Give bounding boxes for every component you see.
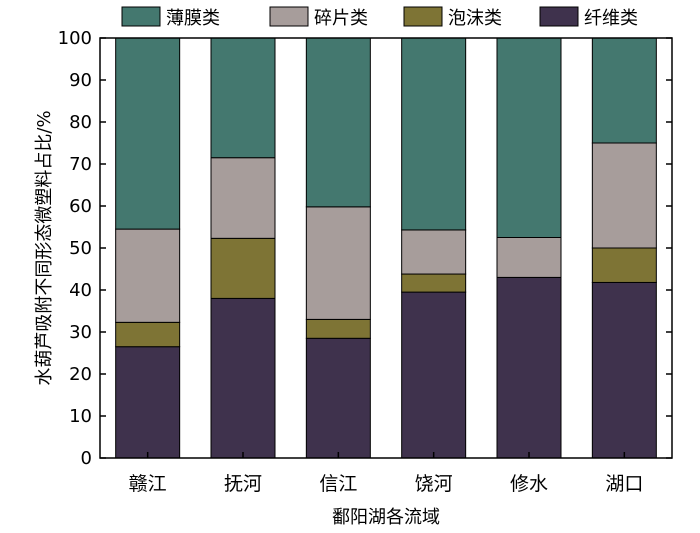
bar-1-series-1 [115, 346, 181, 459]
bars [115, 37, 657, 459]
x-tick-label: 赣江 [129, 473, 167, 495]
y-axis-title: 水葫芦吸附不同形态微塑料占比/% [34, 110, 55, 385]
bar-2-series-1 [210, 297, 276, 459]
x-tick-label: 湖口 [605, 473, 643, 495]
x-tick-label: 信江 [319, 473, 357, 495]
y-tick-label: 60 [69, 196, 92, 217]
bar-5-series-1 [496, 276, 562, 459]
plot-frame [99, 37, 673, 459]
y-tick-label: 80 [69, 112, 92, 133]
y-tick-label: 50 [69, 238, 92, 259]
bar-1-series-2 [115, 321, 181, 348]
x-tick-label: 饶河 [415, 473, 453, 495]
x-axis-title: 鄱阳湖各流域 [332, 507, 440, 528]
legend-label: 碎片类 [314, 8, 368, 29]
bar-6-series-1 [591, 281, 657, 459]
legend-swatch [269, 6, 309, 27]
bar-5-series-4 [496, 37, 562, 238]
bar-1-series-4 [115, 37, 181, 230]
legend-swatch [403, 6, 443, 27]
y-tick-label: 0 [81, 448, 92, 469]
bar-2-series-2 [210, 237, 276, 299]
bar-3-series-1 [305, 337, 371, 459]
x-axis: 赣江 抚河 信江 饶河 修水 湖口 [129, 452, 643, 495]
bar-3-series-2 [305, 318, 371, 339]
bar-2-series-4 [210, 37, 276, 159]
y-tick-label: 70 [69, 154, 92, 175]
y-tick-label: 90 [69, 70, 92, 91]
legend: 薄膜类 碎片类 泡沫类 纤维类 [121, 6, 638, 29]
legend-label: 薄膜类 [166, 8, 220, 29]
bar-6-series-4 [591, 37, 657, 144]
legend-label: 泡沫类 [448, 8, 502, 29]
legend-swatch [539, 6, 579, 27]
y-axis: 0 10 20 30 40 50 60 70 80 90 100 [58, 28, 672, 469]
y-tick-label: 20 [69, 364, 92, 385]
bar-4-series-4 [401, 37, 467, 231]
y-tick-label: 40 [69, 280, 92, 301]
bar-6-series-2 [591, 247, 657, 283]
bar-4-series-2 [401, 273, 467, 293]
bar-6-series-3 [591, 142, 657, 249]
bar-5-series-3 [496, 237, 562, 278]
x-tick-label: 抚河 [224, 473, 262, 495]
legend-swatch [121, 6, 161, 27]
bar-2-series-3 [210, 157, 276, 239]
bar-4-series-1 [401, 291, 467, 459]
x-tick-label: 修水 [510, 473, 548, 495]
y-tick-label: 100 [58, 28, 92, 49]
bar-1-series-3 [115, 228, 181, 323]
bar-4-series-3 [401, 229, 467, 275]
bar-3-series-3 [305, 206, 371, 320]
legend-label: 纤维类 [584, 8, 638, 29]
y-tick-label: 30 [69, 322, 92, 343]
y-tick-label: 10 [69, 406, 92, 427]
bar-3-series-4 [305, 37, 371, 208]
